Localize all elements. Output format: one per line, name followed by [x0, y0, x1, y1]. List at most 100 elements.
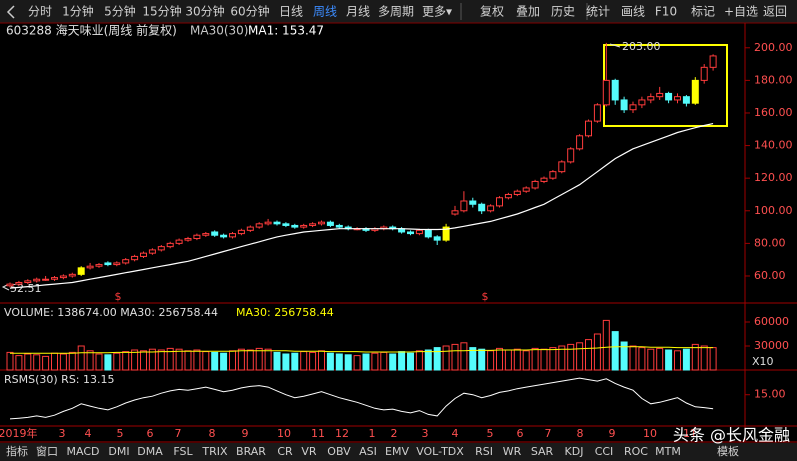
volume-bar [407, 352, 414, 371]
candle-body [309, 223, 317, 226]
tab[interactable]: CCI [595, 445, 614, 458]
tab[interactable]: VR [301, 445, 317, 458]
volume-bar [113, 352, 121, 371]
toolbar-item[interactable]: 返回 [763, 5, 787, 19]
volume-bar [362, 353, 370, 371]
volume-bar [567, 343, 575, 371]
toolbar-item[interactable]: 5分钟 [104, 4, 136, 19]
toolbar-item[interactable]: 分时 [28, 5, 52, 19]
toolbar-item[interactable]: F10 [655, 5, 677, 19]
toolbar-item[interactable]: 复权 [480, 5, 504, 19]
volume-bar [602, 319, 610, 371]
volume-bar [665, 349, 673, 371]
volume-bar [220, 352, 228, 371]
tab[interactable]: MTM [655, 445, 681, 458]
toolbar-item[interactable]: 更多▾ [422, 5, 452, 19]
toolbar-item[interactable]: 多周期 [378, 5, 414, 19]
date-label: 4 [452, 427, 459, 440]
volume-bar [638, 347, 646, 371]
toolbar-item[interactable]: 画线 [621, 5, 645, 19]
panel-ma-title: MA30: 256758.44 [236, 306, 334, 319]
toolbar-item[interactable]: 历史 [551, 5, 575, 19]
tab[interactable]: DMI [108, 445, 129, 458]
tab[interactable]: CR [277, 445, 293, 458]
tab[interactable]: MACD [67, 445, 100, 458]
toolbar-item[interactable]: 30分钟 [185, 4, 224, 19]
toolbar-item[interactable]: 月线 [346, 5, 370, 19]
tab[interactable]: 模板 [717, 444, 739, 458]
tab[interactable]: 指标 [6, 444, 28, 458]
volume-bar [460, 342, 468, 371]
volume-bar [59, 353, 67, 371]
candle-body [220, 234, 228, 238]
volume-bar [674, 350, 681, 371]
volume-bar [522, 350, 530, 371]
toolbar-item[interactable]: 统计 [586, 5, 610, 19]
tab[interactable]: ASI [359, 445, 377, 458]
volume-bar [229, 350, 236, 371]
candle-body [175, 239, 183, 244]
candle-body [531, 180, 539, 189]
candle-body [415, 229, 423, 235]
volume-bar [576, 342, 584, 371]
tab[interactable]: BRAR [236, 445, 266, 458]
tab[interactable]: VOL-TDX [416, 445, 464, 458]
toolbar-item[interactable]: 日线 [279, 5, 303, 19]
candle-body [558, 161, 566, 173]
tab[interactable]: SAR [531, 445, 554, 458]
tab[interactable]: WR [503, 445, 522, 458]
toolbar-item[interactable]: 60分钟 [230, 4, 269, 19]
volume-bar [398, 351, 406, 371]
tab[interactable]: DMA [137, 445, 163, 458]
volume-bar [140, 350, 147, 371]
candle-body [522, 187, 530, 192]
candle-body [131, 255, 139, 261]
volume-bar [131, 349, 139, 371]
tab[interactable]: EMV [385, 445, 409, 458]
candle-body [273, 221, 281, 225]
toolbar-item[interactable]: 叠加 [516, 5, 540, 19]
toolbar-item[interactable]: 1分钟 [62, 4, 94, 19]
ma-value: MA1: 153.47 [248, 24, 324, 38]
volume-bar [33, 354, 41, 371]
date-label: 11 [311, 427, 325, 440]
date-label: 1 [369, 427, 376, 440]
candle-body [86, 265, 94, 269]
date-label: 9 [609, 427, 616, 440]
candle-body [184, 237, 192, 241]
y-tick-label: 200.00 [754, 41, 793, 54]
volume-bar [68, 351, 76, 371]
back-icon[interactable] [6, 5, 15, 19]
volume-bar [682, 348, 690, 371]
y-tick-label: 180.00 [754, 73, 793, 86]
candle-body [504, 193, 512, 199]
watermark: 头条 @长风金融 [673, 426, 790, 445]
candle-body [51, 277, 58, 280]
tab[interactable]: 窗口 [36, 444, 58, 458]
volume-bar [148, 348, 156, 371]
candle-body [700, 66, 708, 81]
candle-body [15, 282, 23, 285]
toolbar-item[interactable]: 标记 [691, 5, 715, 19]
tab[interactable]: FSL [173, 445, 193, 458]
candle-body [140, 252, 147, 257]
candle-body [638, 99, 646, 106]
tab[interactable]: TRIX [201, 445, 228, 458]
volume-bar [487, 350, 495, 371]
toolbar-item[interactable]: 15分钟 [142, 4, 181, 19]
candle-body [6, 283, 14, 287]
volume-bar [433, 347, 441, 371]
toolbar-item[interactable]: +自选 [724, 5, 758, 19]
volume-bar [77, 345, 85, 371]
tab[interactable]: OBV [327, 445, 351, 458]
candle-body [478, 203, 486, 212]
candle-body [691, 79, 699, 104]
tab[interactable]: ROC [624, 445, 648, 458]
volume-bar [629, 345, 637, 371]
tab[interactable]: RSI [475, 445, 493, 458]
volume-bar [389, 353, 397, 371]
candle-body [585, 120, 592, 137]
toolbar-item[interactable]: 周线 [313, 5, 337, 19]
tab[interactable]: KDJ [565, 445, 584, 458]
candle-body [424, 229, 432, 238]
